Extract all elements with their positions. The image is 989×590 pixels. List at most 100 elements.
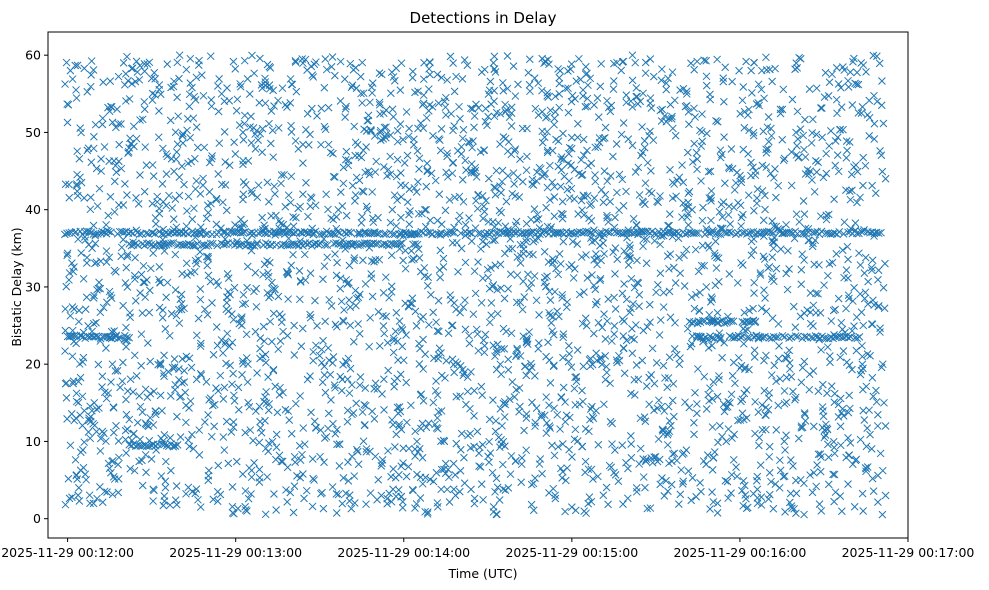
data-point: [639, 242, 647, 251]
data-point: [542, 203, 550, 212]
data-point: [171, 128, 180, 137]
data-point: [635, 191, 644, 199]
data-point: [235, 121, 244, 130]
data-point: [192, 73, 201, 82]
data-point: [397, 213, 405, 222]
data-point: [840, 218, 849, 227]
data-point: [522, 410, 531, 418]
data-point: [476, 245, 485, 253]
data-point: [806, 471, 814, 479]
data-point: [173, 93, 181, 102]
data-point: [342, 211, 351, 220]
data-point: [792, 210, 801, 219]
data-point: [424, 85, 433, 93]
data-point: [236, 82, 245, 91]
data-point: [329, 149, 337, 158]
data-point: [873, 422, 882, 430]
data-point: [207, 154, 216, 163]
data-point: [389, 420, 397, 429]
data-point: [550, 404, 558, 413]
data-point: [780, 437, 789, 446]
data-point: [581, 314, 590, 323]
data-point: [472, 196, 480, 205]
data-point: [567, 363, 576, 371]
data-point: [264, 268, 272, 277]
data-point: [140, 67, 149, 76]
data-point: [505, 395, 514, 404]
data-point: [304, 212, 312, 221]
data-point: [601, 190, 610, 199]
data-point: [553, 410, 562, 419]
data-point: [844, 434, 852, 442]
data-point: [492, 365, 501, 374]
data-point: [761, 294, 769, 302]
data-point: [572, 77, 581, 85]
data-point: [68, 259, 76, 267]
data-point: [602, 368, 611, 377]
data-point: [467, 237, 476, 245]
data-point: [656, 106, 665, 115]
data-point: [881, 259, 889, 268]
data-point: [528, 398, 536, 407]
data-point: [587, 465, 596, 474]
data-point: [300, 494, 308, 503]
data-point: [339, 360, 347, 369]
data-point: [403, 418, 411, 427]
data-point: [679, 477, 688, 486]
data-point: [709, 498, 718, 506]
data-point: [749, 304, 757, 313]
data-point: [130, 466, 139, 475]
data-point: [295, 266, 304, 275]
data-point: [614, 477, 623, 486]
data-point: [336, 274, 345, 283]
data-point: [652, 288, 660, 297]
data-point: [229, 369, 237, 378]
data-point: [737, 222, 745, 230]
data-point: [600, 400, 608, 409]
data-point: [149, 172, 158, 181]
data-point: [329, 172, 338, 181]
data-point: [286, 198, 295, 207]
data-point: [431, 386, 440, 395]
data-point: [163, 152, 172, 161]
data-point: [546, 196, 554, 204]
data-point: [593, 260, 601, 269]
data-marks: [60, 51, 890, 519]
data-point: [353, 447, 362, 456]
data-point: [470, 267, 479, 276]
data-point: [398, 326, 407, 334]
data-point: [461, 156, 470, 165]
data-point: [375, 342, 384, 350]
data-point: [656, 316, 665, 324]
data-point: [702, 129, 711, 138]
x-tick-label: 2025-11-29 00:12:00: [1, 545, 134, 560]
data-point: [531, 422, 539, 431]
data-point: [241, 299, 250, 308]
data-point: [247, 473, 256, 482]
data-point: [762, 307, 771, 316]
data-point: [611, 213, 619, 222]
data-point: [322, 190, 331, 199]
data-point: [724, 494, 732, 503]
data-point: [578, 319, 587, 328]
data-point: [283, 268, 292, 277]
data-point: [808, 176, 816, 184]
data-point: [770, 361, 779, 370]
data-point: [820, 433, 829, 442]
data-point: [258, 124, 267, 133]
data-point: [559, 383, 568, 392]
data-point: [260, 337, 269, 346]
data-point: [594, 318, 603, 327]
data-point: [839, 125, 847, 134]
data-point: [805, 85, 814, 93]
data-point: [710, 249, 719, 258]
data-point: [622, 187, 630, 196]
data-point: [600, 167, 609, 175]
data-point: [207, 432, 216, 441]
data-point: [290, 321, 299, 330]
data-point: [228, 380, 236, 389]
data-point: [878, 77, 886, 85]
data-point: [845, 451, 854, 459]
data-point: [721, 179, 729, 188]
data-point: [311, 296, 319, 305]
